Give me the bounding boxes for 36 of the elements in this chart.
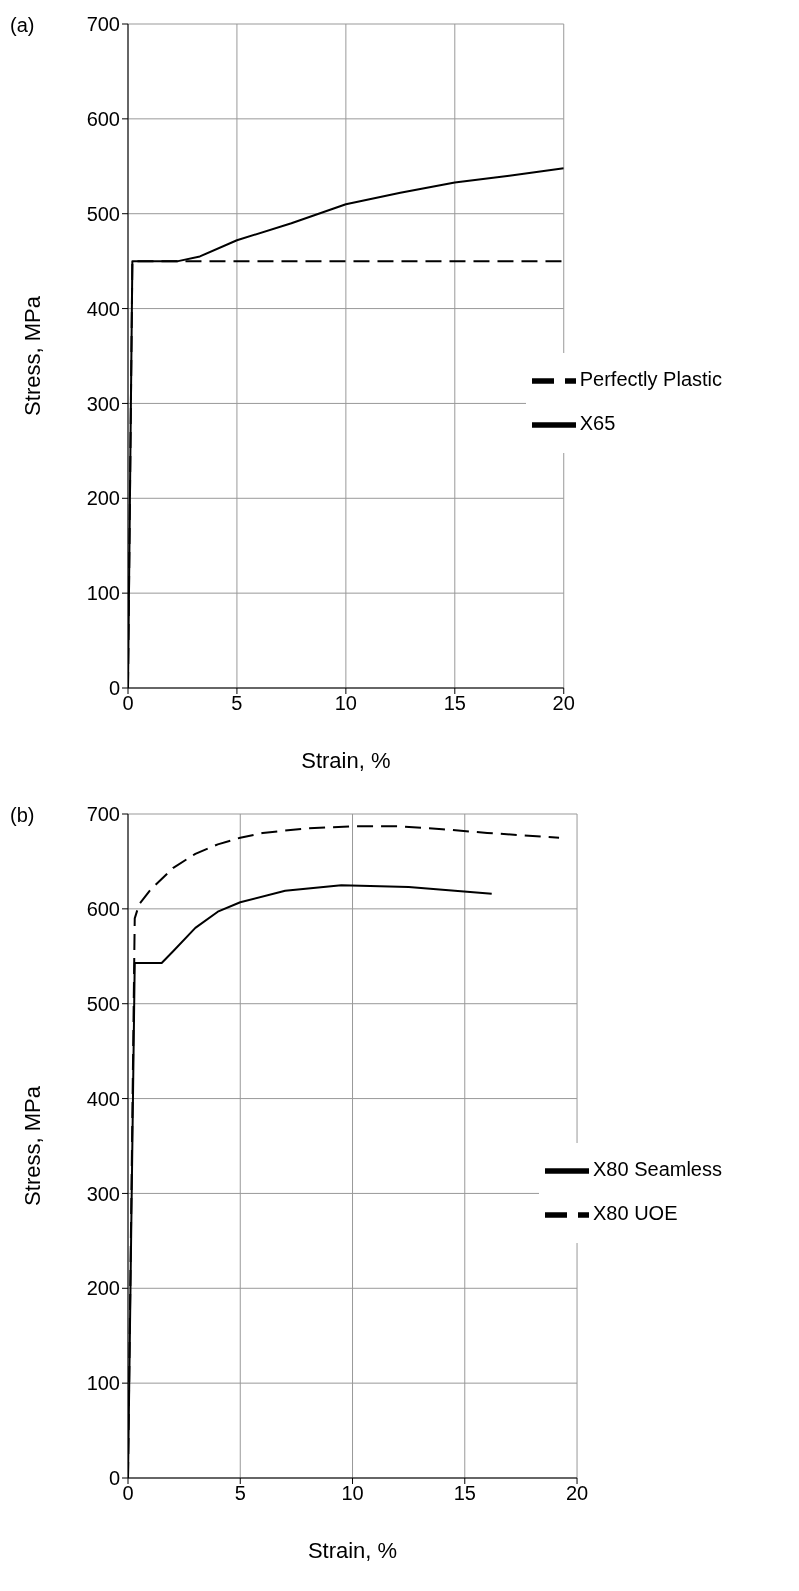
y-tick-label: 200 xyxy=(86,1277,120,1300)
y-tick-label: 100 xyxy=(86,582,120,605)
x-tick-label: 5 xyxy=(231,692,243,715)
y-tick-label: 0 xyxy=(108,677,120,700)
y-axis-title: Stress, MPa xyxy=(19,295,45,416)
y-tick-label: 200 xyxy=(86,487,120,510)
x-tick-label: 10 xyxy=(341,1482,364,1505)
x-axis-title: Strain, % xyxy=(301,748,391,773)
x-tick-label: 15 xyxy=(453,1482,476,1505)
legend-label: X80 UOE xyxy=(593,1202,678,1225)
y-tick-label: 700 xyxy=(86,803,120,826)
x-tick-label: 10 xyxy=(334,692,357,715)
legend-label: X80 Seamless xyxy=(593,1158,722,1181)
x-tick-label: 5 xyxy=(234,1482,246,1505)
y-tick-label: 600 xyxy=(86,107,120,130)
x-axis-title: Strain, % xyxy=(307,1538,398,1563)
y-tick-label: 300 xyxy=(86,1182,120,1205)
y-tick-label: 700 xyxy=(86,13,120,36)
y-tick-label: 300 xyxy=(86,392,120,415)
y-tick-label: 500 xyxy=(86,202,120,225)
text: (a) xyxy=(10,14,35,37)
x-tick-label: 20 xyxy=(552,692,575,715)
y-tick-label: 500 xyxy=(86,992,120,1015)
y-tick-label: 100 xyxy=(86,1372,120,1395)
y-tick-label: 0 xyxy=(108,1467,120,1490)
y-tick-label: 400 xyxy=(86,1087,120,1110)
x-tick-label: 20 xyxy=(565,1482,589,1505)
x-tick-label: 15 xyxy=(443,692,466,715)
y-axis-title: Stress, MPa xyxy=(19,1085,45,1206)
text: (b) xyxy=(10,804,35,827)
y-tick-label: 600 xyxy=(86,897,120,920)
x-tick-label: 0 xyxy=(122,692,134,715)
legend-label: X65 xyxy=(579,412,616,435)
x-tick-label: 0 xyxy=(122,1482,134,1505)
y-tick-label: 400 xyxy=(86,297,120,320)
legend-label: Perfectly Plastic xyxy=(579,368,722,391)
